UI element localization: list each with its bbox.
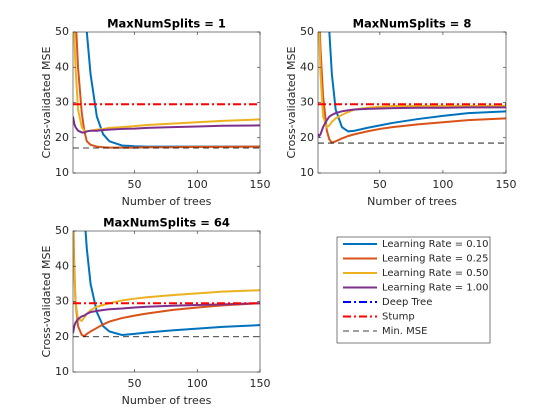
y-tick-label: 30	[55, 295, 69, 308]
x-tick-label: 50	[127, 178, 141, 191]
series-line	[318, 106, 506, 138]
series-line	[73, 116, 260, 134]
series-line	[73, 231, 260, 338]
chart-title: MaxNumSplits = 1	[107, 17, 226, 31]
plot-area	[73, 231, 260, 338]
x-axis-label: Number of trees	[367, 195, 457, 208]
chart-title: MaxNumSplits = 64	[103, 216, 230, 230]
y-axis-label: Cross-validated MSE	[285, 47, 298, 159]
y-tick-label: 40	[55, 60, 69, 73]
series-line	[75, 32, 260, 149]
y-tick-label: 40	[55, 259, 69, 272]
x-tick-label: 50	[127, 377, 141, 390]
series-line	[73, 302, 260, 334]
y-tick-label: 50	[300, 25, 314, 38]
y-tick-label: 10	[55, 365, 69, 378]
legend-label: Min. MSE	[382, 326, 427, 337]
y-axis-label: Cross-validated MSE	[40, 47, 53, 159]
legend-label: Deep Tree	[382, 297, 432, 308]
legend-label: Learning Rate = 0.10	[382, 239, 489, 250]
plot-area	[73, 32, 260, 149]
y-tick-label: 40	[300, 60, 314, 73]
series-line	[73, 231, 260, 323]
y-tick-label: 50	[55, 25, 69, 38]
series-line	[84, 231, 260, 336]
y-axis-label: Cross-validated MSE	[40, 246, 53, 358]
x-axis-label: Number of trees	[122, 394, 212, 407]
legend-label: Stump	[382, 312, 415, 323]
y-tick-label: 50	[55, 224, 69, 237]
y-tick-label: 30	[55, 96, 69, 109]
plot-area	[318, 32, 506, 144]
y-tick-label: 10	[300, 166, 314, 179]
x-tick-label: 100	[432, 178, 453, 191]
x-tick-label: 100	[187, 377, 208, 390]
series-line	[318, 32, 506, 129]
legend-box	[336, 236, 491, 344]
legend-label: Learning Rate = 0.50	[382, 268, 489, 279]
x-tick-label: 150	[496, 178, 517, 191]
y-tick-label: 30	[300, 96, 314, 109]
series-line	[328, 32, 506, 133]
x-axis-label: Number of trees	[122, 195, 212, 208]
y-tick-label: 20	[55, 131, 69, 144]
x-tick-label: 100	[187, 178, 208, 191]
y-tick-label: 20	[300, 131, 314, 144]
legend-label: Learning Rate = 0.25	[382, 254, 489, 265]
x-tick-label: 150	[250, 377, 271, 390]
y-tick-label: 10	[55, 166, 69, 179]
chart-title: MaxNumSplits = 8	[353, 17, 472, 31]
x-tick-label: 50	[373, 178, 387, 191]
y-tick-label: 20	[55, 330, 69, 343]
series-line	[318, 32, 506, 144]
legend-label: Learning Rate = 1.00	[382, 283, 489, 294]
series-line	[73, 32, 260, 133]
x-tick-label: 150	[250, 178, 271, 191]
